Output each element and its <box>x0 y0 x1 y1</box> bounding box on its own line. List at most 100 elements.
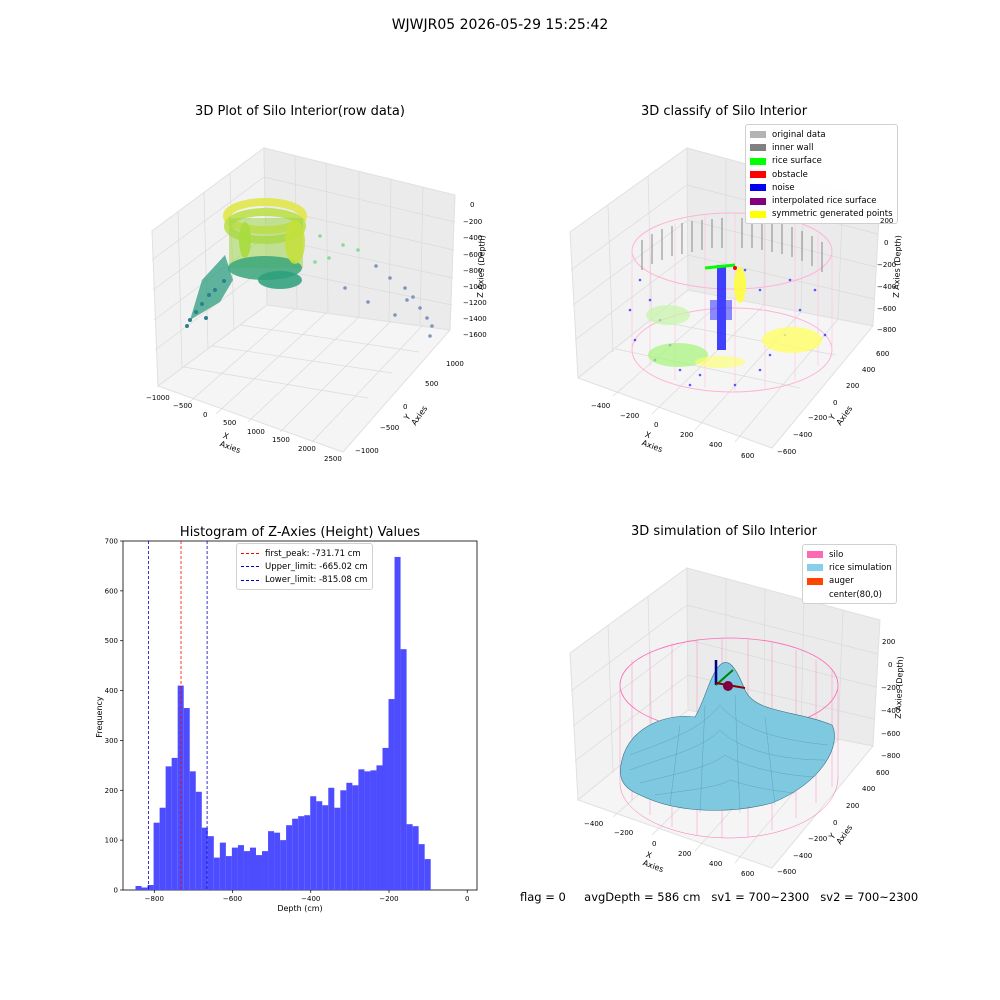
classify-legend-entry: noise <box>750 181 893 194</box>
histogram-ytick-label: 100 <box>105 837 118 845</box>
raw-ztick-6: −1200 <box>463 299 487 307</box>
classify-legend: original data inner wall rice surface ob… <box>745 124 898 225</box>
legend-swatch <box>750 171 766 179</box>
simulation-ztick-3: −400 <box>881 707 901 715</box>
histogram-bar <box>352 785 359 890</box>
classify-ztick-2: −200 <box>877 261 897 269</box>
simulation-plot-title: 3D simulation of Silo Interior <box>631 524 817 539</box>
simulation-ytick-0: 600 <box>876 769 890 777</box>
raw-xtick-4: 1000 <box>247 428 265 436</box>
histogram-bar <box>322 805 329 890</box>
classify-ztick-4: −600 <box>877 305 897 313</box>
histogram-bar <box>213 857 220 890</box>
legend-swatch <box>750 210 766 218</box>
histogram-bar <box>286 825 293 890</box>
simulation-ytick-2: 200 <box>846 802 860 810</box>
legend-swatch <box>750 197 766 205</box>
histogram-legend-entry: Lower_limit: -815.08 cm <box>241 574 368 587</box>
histogram-bar <box>316 801 323 890</box>
raw-ztick-4: −800 <box>463 267 483 275</box>
classify-plot-title: 3D classify of Silo Interior <box>640 104 808 119</box>
raw-ztick-0: 0 <box>470 201 475 209</box>
simulation-ztick-2: −200 <box>881 684 901 692</box>
classify-ytick-2: 200 <box>846 382 860 390</box>
simulation-ztick-5: −800 <box>881 752 901 760</box>
simulation-xtick-0: −400 <box>584 820 604 828</box>
histogram-bar <box>183 708 190 890</box>
status-line: flag = 0 avgDepth = 586 cm sv1 = 700~230… <box>520 890 918 904</box>
histogram-bar <box>328 787 335 890</box>
histogram-ytick-label: 500 <box>105 637 118 645</box>
simulation-legend-entry: center(80,0) <box>807 588 892 601</box>
simulation-legend: silo rice simulation auger center(80,0) <box>802 544 897 605</box>
legend-swatch <box>750 144 766 152</box>
simulation-legend-entry: rice simulation <box>807 561 892 574</box>
raw-ztick-8: −1600 <box>463 331 487 339</box>
legend-line <box>241 579 259 581</box>
simulation-zlabel: Z Axies (Depth) <box>893 656 905 719</box>
simulation-ytick-5: −400 <box>793 852 813 860</box>
raw-point-cloud <box>185 198 434 338</box>
histogram-bar <box>153 822 160 890</box>
legend-swatch <box>750 184 766 192</box>
histogram-bar <box>195 791 202 890</box>
classify-3d-plot <box>569 147 881 449</box>
histogram-chart: Histogram of Z-Axies (Height) Values −80… <box>95 525 478 913</box>
legend-label: inner wall <box>772 142 814 153</box>
histogram-bar <box>141 887 148 890</box>
histogram-bar <box>406 824 413 890</box>
histogram-bar <box>310 796 317 890</box>
raw-floor-pane <box>156 304 451 453</box>
histogram-bar <box>280 840 287 890</box>
classify-ztick-5: −800 <box>877 326 897 334</box>
histogram-bar <box>358 769 365 890</box>
figure-suptitle: WJWJR05 2026-05-29 15:25:42 <box>391 17 609 33</box>
simulation-legend-entry: auger <box>807 575 892 588</box>
legend-label: obstacle <box>772 169 808 180</box>
simulation-xtick-3: 200 <box>678 850 692 858</box>
classify-legend-entry: original data <box>750 128 893 141</box>
histogram-bar <box>394 556 401 890</box>
status-sv1: sv1 = 700~2300 <box>711 890 810 904</box>
classify-xtick-3: 200 <box>680 431 694 439</box>
raw-plot-title: 3D Plot of Silo Interior(row data) <box>195 104 405 119</box>
legend-label: symmetric generated points <box>772 209 893 220</box>
legend-label: first_peak: -731.71 cm <box>265 548 361 559</box>
histogram-bar <box>292 818 299 890</box>
legend-swatch <box>807 577 823 585</box>
raw-3d-plot <box>151 147 456 453</box>
legend-label: center(80,0) <box>829 589 882 600</box>
histogram-ytick-label: 400 <box>105 687 118 695</box>
raw-xtick-1: −500 <box>173 402 193 410</box>
histogram-bar <box>189 771 196 890</box>
simulation-xtick-2: 0 <box>652 840 657 848</box>
histogram-bar <box>370 770 377 890</box>
histogram-bar <box>274 832 281 890</box>
classify-ytick-6: −600 <box>777 448 797 456</box>
simulation-xtick-1: −200 <box>614 829 634 837</box>
legend-label: interpolated rice surface <box>772 196 877 207</box>
raw-xtick-0: −1000 <box>146 394 170 402</box>
legend-swatch <box>807 564 823 572</box>
raw-ztick-1: −200 <box>463 218 483 226</box>
legend-label: original data <box>772 129 826 140</box>
histogram-bar <box>382 747 389 890</box>
histogram-bar <box>298 816 305 890</box>
histogram-bar <box>207 836 214 890</box>
status-sv2: sv2 = 700~2300 <box>820 890 919 904</box>
classify-ztick-3: −400 <box>877 283 897 291</box>
simulation-xtick-4: 400 <box>709 860 723 868</box>
classify-legend-entry: interpolated rice surface <box>750 194 893 207</box>
histogram-bars <box>135 556 431 890</box>
classify-ytick-5: −400 <box>793 431 813 439</box>
raw-ytick-0: 1000 <box>446 360 464 368</box>
simulation-ytick-1: 400 <box>862 785 876 793</box>
histogram-bar <box>364 771 371 890</box>
histogram-bar <box>201 827 208 890</box>
histogram-bar <box>346 782 353 890</box>
histogram-xtick-label: 0 <box>465 895 469 903</box>
classify-xtick-4: 400 <box>709 441 723 449</box>
status-flag: flag = 0 <box>520 890 566 904</box>
legend-label: Upper_limit: -665.02 cm <box>265 561 368 572</box>
simulation-ztick-1: 0 <box>888 661 893 669</box>
